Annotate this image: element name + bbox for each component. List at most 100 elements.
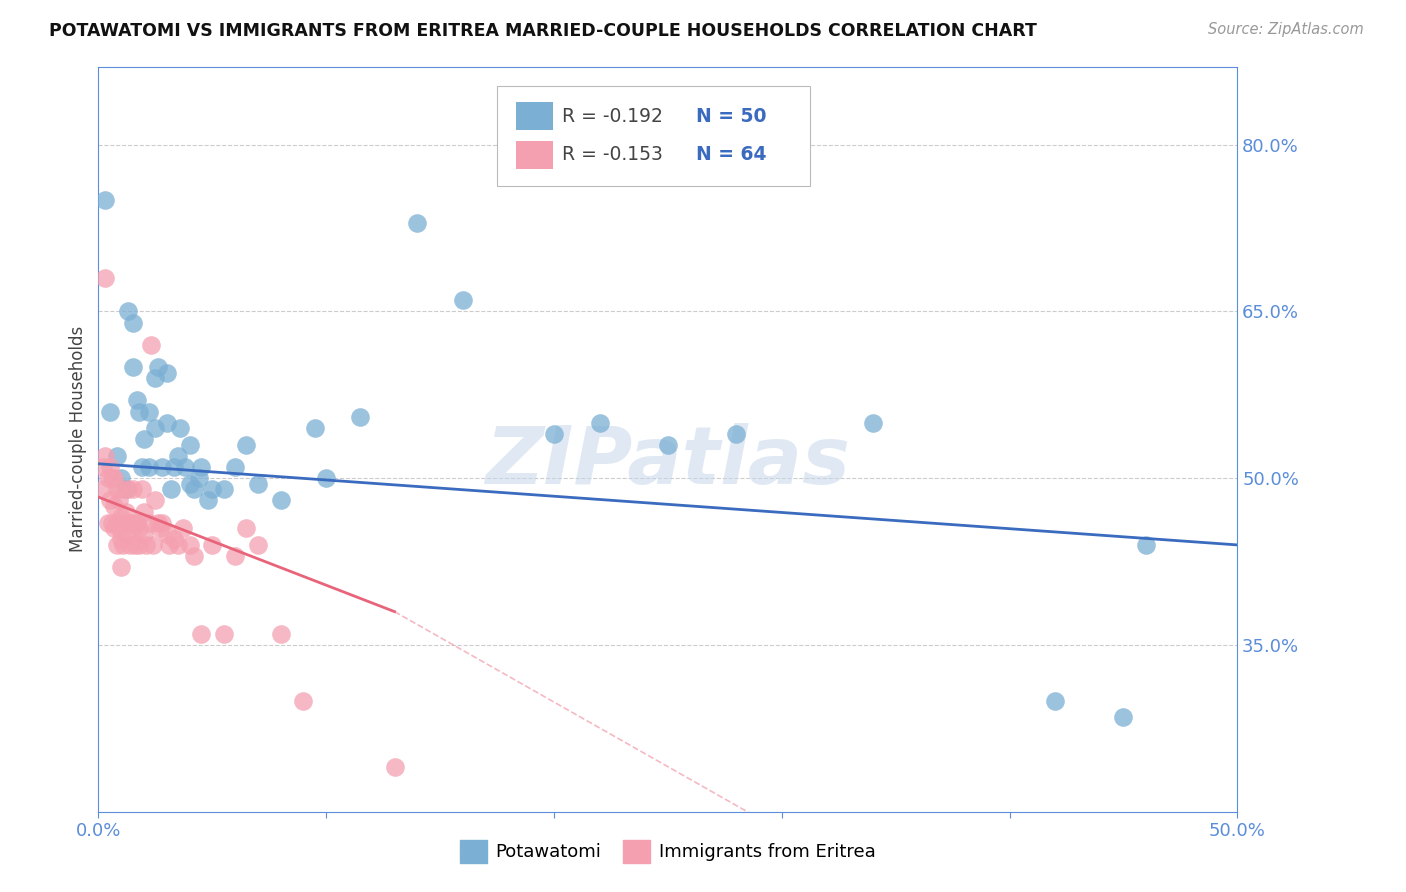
Point [197,493,219,508]
Point [246,538,269,552]
Point [135,538,157,552]
Point [117,483,139,497]
Point [179,538,201,552]
Point [145,421,167,435]
Point [235,438,257,452]
Point [117,516,139,530]
Point [543,426,565,441]
Point [98,404,121,418]
Point [105,449,128,463]
Point [145,371,167,385]
Point [187,471,209,485]
Point [190,627,212,641]
Point [96,471,118,485]
Point [246,476,269,491]
Point [110,471,132,485]
Point [94,194,117,208]
Point [406,215,429,229]
Point [162,460,184,475]
Point [110,483,132,497]
Point [117,304,139,318]
Point [108,493,131,508]
Point [91,460,114,475]
Point [96,516,118,530]
Point [131,460,153,475]
Point [132,526,155,541]
Point [179,438,201,452]
Point [124,516,146,530]
Point [1112,710,1135,724]
Point [270,493,292,508]
Point [156,366,179,380]
Point [167,449,190,463]
Point [172,521,194,535]
Point [138,404,160,418]
Point [121,316,143,330]
Point [105,516,128,530]
Point [183,549,205,563]
Point [146,359,169,374]
Point [127,393,149,408]
Point [156,526,179,541]
Point [132,505,155,519]
Point [862,416,884,430]
Point [270,627,292,641]
Point [94,449,117,463]
Point [160,483,183,497]
Point [657,438,679,452]
Bar [516,141,553,169]
Bar [516,102,553,130]
Point [108,521,131,535]
Point [110,533,132,547]
Point [98,493,121,508]
Point [103,499,125,513]
Point [451,293,474,308]
Text: N = 50: N = 50 [696,106,766,126]
Point [315,471,337,485]
Point [235,521,257,535]
Point [201,538,224,552]
Point [292,693,315,707]
Point [110,510,132,524]
Point [1135,538,1157,552]
Point [157,538,180,552]
Text: N = 64: N = 64 [696,145,766,164]
Point [138,516,160,530]
Point [149,521,172,535]
Point [156,416,179,430]
Point [304,421,326,435]
Point [588,416,610,430]
Point [183,483,205,497]
Point [121,359,143,374]
Point [120,516,142,530]
Point [201,483,224,497]
Point [114,505,136,519]
Point [94,271,117,285]
Point [98,460,121,475]
Point [150,460,173,475]
Point [145,493,167,508]
Point [105,538,128,552]
Point [131,483,153,497]
Point [138,460,160,475]
Text: R = -0.192: R = -0.192 [562,106,662,126]
Text: POTAWATOMI VS IMMIGRANTS FROM ERITREA MARRIED-COUPLE HOUSEHOLDS CORRELATION CHAR: POTAWATOMI VS IMMIGRANTS FROM ERITREA MA… [49,22,1038,40]
Point [190,460,212,475]
Point [169,421,191,435]
Point [139,338,162,352]
Point [162,533,184,547]
Text: ZIPatlas: ZIPatlas [485,423,851,500]
Point [212,627,235,641]
Text: Source: ZipAtlas.com: Source: ZipAtlas.com [1208,22,1364,37]
Point [167,538,190,552]
Point [114,526,136,541]
Point [121,521,143,535]
Point [349,410,371,425]
Point [174,460,197,475]
Point [101,471,124,485]
Point [146,516,169,530]
Point [110,560,132,574]
Point [384,760,406,774]
Point [105,483,128,497]
Point [132,432,155,446]
